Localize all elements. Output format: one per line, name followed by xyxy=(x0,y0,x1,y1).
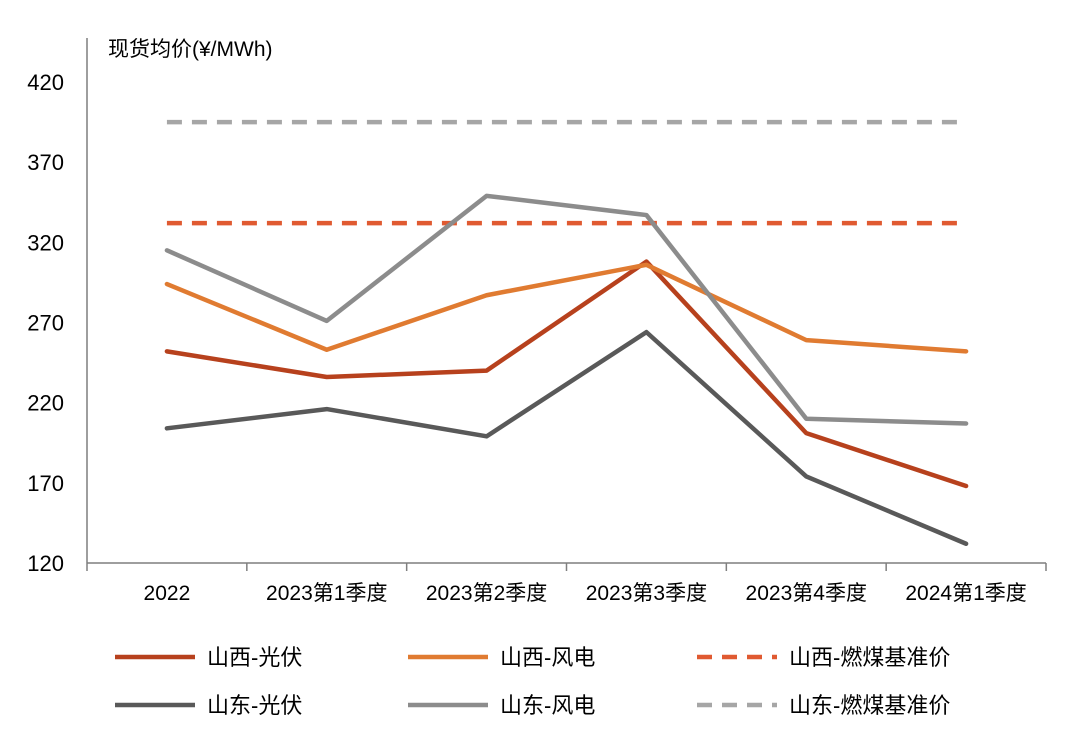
y-tick-label: 170 xyxy=(27,471,64,496)
series-line-2 xyxy=(164,262,969,354)
series-line-1 xyxy=(164,259,969,489)
x-tick-label: 2023第3季度 xyxy=(586,582,707,605)
legend-label: 山西-光伏 xyxy=(207,645,302,670)
x-tick-label: 2023第2季度 xyxy=(426,582,547,605)
legend-label: 山东-光伏 xyxy=(207,693,302,718)
y-tick-label: 320 xyxy=(27,230,64,255)
x-tick-label: 2023第1季度 xyxy=(266,582,387,605)
series-lines xyxy=(164,119,969,547)
legend-label: 山东-燃煤基准价 xyxy=(789,693,950,718)
legend-label: 山西-风电 xyxy=(500,645,595,670)
series-line-5 xyxy=(164,193,969,426)
y-tick-label: 370 xyxy=(27,150,64,175)
y-tick-label: 120 xyxy=(27,551,64,576)
y-tick-label: 270 xyxy=(27,311,64,336)
series-line-4 xyxy=(164,329,969,547)
x-tick-label: 2023第4季度 xyxy=(746,582,867,605)
x-tick-label: 2024第1季度 xyxy=(905,582,1026,605)
x-tick-labels: 2022 2023第1季度 2023第2季度 2023第3季度 2023第4季度 2024… xyxy=(86,563,1047,605)
x-tick-label: 2022 xyxy=(144,582,191,605)
y-tick-label: 220 xyxy=(27,391,64,416)
y-axis-label: 现货均价(¥/MWh) xyxy=(108,38,273,61)
legend-label: 山东-风电 xyxy=(500,693,595,718)
y-tick-label: 420 xyxy=(27,70,64,95)
y-tick-labels: 420 370 320 270 220 170 120 xyxy=(27,70,64,576)
legend-label: 山西-燃煤基准价 xyxy=(789,645,950,670)
